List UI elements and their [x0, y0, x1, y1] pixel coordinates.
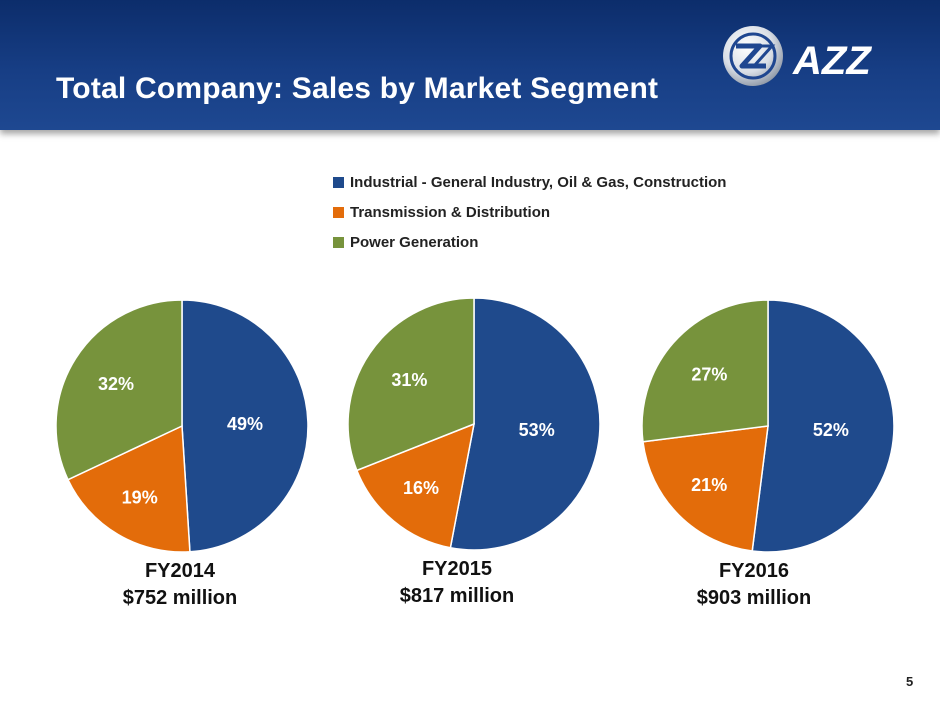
legend-item-transmission: Transmission & Distribution — [333, 202, 726, 232]
pie-label-power: 27% — [691, 364, 727, 384]
azz-emblem-icon — [723, 26, 783, 86]
pie-slice-power — [55, 299, 183, 481]
legend-label-transmission: Transmission & Distribution — [350, 204, 551, 221]
pie-label-transmission: 19% — [122, 488, 158, 508]
legend-swatch-industrial — [333, 177, 344, 188]
pie-chart-fy2015: 53% 16% 31% — [347, 297, 601, 551]
legend-item-power: Power Generation — [333, 232, 726, 262]
pie-label-transmission: 21% — [691, 475, 727, 495]
caption-fy2014: FY2014 $752 million — [80, 558, 280, 612]
caption-sales: $817 million — [399, 585, 515, 607]
page-number: 5 — [906, 674, 914, 689]
legend-item-industrial: Industrial - General Industry, Oil & Gas… — [333, 172, 726, 202]
page-title: Total Company: Sales by Market Segment — [56, 72, 659, 105]
pie-chart-fy2014: 49% 19% 32% — [55, 299, 309, 553]
header-banner: Total Company: Sales by Market Segment A… — [0, 0, 940, 130]
pie-slice-industrial — [449, 297, 601, 551]
caption-year: FY2014 — [144, 560, 216, 582]
pie-slice-transmission — [355, 422, 475, 549]
caption-sales: $752 million — [122, 587, 238, 609]
pie-slice-transmission — [642, 425, 769, 552]
caption-year: FY2015 — [421, 558, 493, 580]
logo-wordmark: AZZ — [792, 39, 872, 83]
company-logo: AZZ — [723, 26, 872, 86]
pie-label-transmission: 16% — [403, 478, 439, 498]
pie-slice-industrial — [751, 299, 895, 553]
pie-chart-fy2016: 52% 21% 27% — [641, 299, 895, 553]
pie-slice-industrial — [181, 299, 309, 553]
pie-slice-power — [641, 299, 769, 443]
pie-label-industrial: 49% — [227, 414, 263, 434]
legend-swatch-transmission — [333, 207, 344, 218]
caption-year: FY2016 — [718, 560, 790, 582]
chart-legend: Industrial - General Industry, Oil & Gas… — [333, 172, 726, 262]
legend-label-power: Power Generation — [350, 234, 479, 251]
pie-slice-transmission — [66, 424, 191, 553]
caption-sales: $903 million — [696, 587, 812, 609]
legend-label-industrial: Industrial - General Industry, Oil & Gas… — [350, 174, 727, 191]
caption-fy2016: FY2016 $903 million — [654, 558, 854, 612]
pie-label-industrial: 53% — [519, 420, 555, 440]
pie-slice-power — [347, 297, 475, 472]
pie-label-power: 31% — [391, 370, 427, 390]
legend-swatch-power — [333, 237, 344, 248]
caption-fy2015: FY2015 $817 million — [357, 556, 557, 610]
pie-label-power: 32% — [98, 374, 134, 394]
pie-label-industrial: 52% — [813, 420, 849, 440]
